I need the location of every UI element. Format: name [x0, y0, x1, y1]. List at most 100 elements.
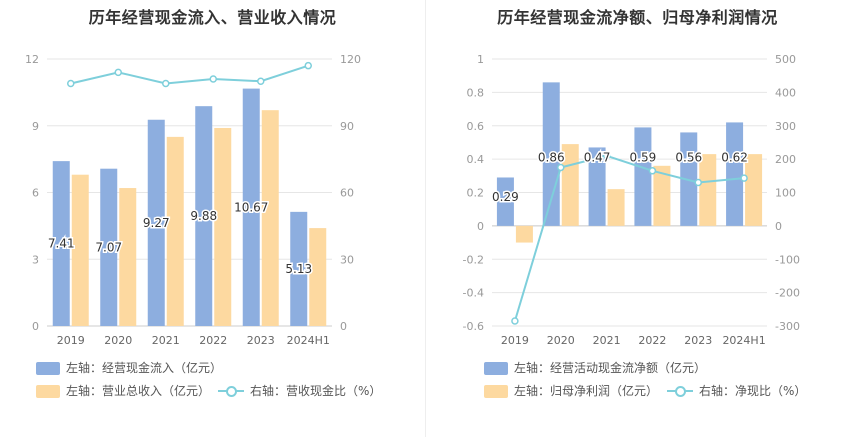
x-tick-label: 2022 [638, 334, 666, 347]
bar-value-label: 0.62 [721, 150, 748, 164]
legend-swatch-blue [484, 361, 508, 375]
bar-value-label: 0.86 [538, 150, 565, 164]
y-left-tick-label: 0 [477, 220, 484, 233]
legend-item-net-cash-ratio[interactable]: 右轴：净现比（%） [667, 383, 806, 399]
y-right-tick-label: 0 [340, 320, 347, 333]
ratio-point [114, 68, 122, 77]
y-right-tick-label: -100 [775, 253, 800, 266]
ratio-line [513, 154, 745, 322]
y-right-tick-label: 200 [775, 153, 796, 166]
legend-swatch-orange [36, 384, 60, 398]
y-left-tick-label: 0.8 [467, 86, 485, 99]
bar-primary [242, 88, 260, 326]
bar-value-label: 9.88 [190, 209, 217, 223]
y-right-tick-label: 0 [775, 220, 782, 233]
legend-label: 左轴：营业总收入（亿元） [66, 384, 211, 398]
chart-panel-right: 历年经营现金流净额、归母净利润情况 -0.6 -0.4 -0.2 0 0.2 0.4 0.6… [425, 0, 850, 437]
ratio-point [209, 75, 217, 83]
chart-panel-left: 历年经营现金流入、营业收入情况 0 3 6 9 12 0 30 60 90 120 2019 2020… [25, 8, 381, 399]
legend-item-cash-inflow[interactable]: 左轴：经营现金流入（亿元） [36, 360, 222, 376]
legend-label: 左轴：经营现金流入（亿元） [66, 361, 223, 375]
x-tick-label: 2024H1 [287, 334, 330, 347]
bar-primary [588, 147, 606, 226]
bar-secondary [119, 188, 137, 326]
ratio-point [557, 163, 565, 172]
x-tick-label: 2021 [593, 334, 621, 347]
x-tick-label: 2019 [57, 334, 85, 347]
y-left-tick-label: -0.4 [463, 287, 484, 300]
ratio-point [602, 152, 611, 160]
y-right-tick-label: 30 [340, 253, 354, 266]
chart-title: 历年经营现金流入、营业收入情况 [88, 8, 337, 27]
legend-item-revenue-cash-ratio[interactable]: 右轴：营收现金比（%） [218, 383, 381, 399]
x-tick-label: 2023 [684, 334, 712, 347]
ratio-point [694, 178, 702, 187]
ratio-point [304, 61, 312, 70]
ratio-point [162, 79, 170, 88]
y-right-tick-label: 300 [775, 120, 796, 133]
bar-secondary [515, 225, 533, 243]
legend-item-net-cash-flow[interactable]: 左轴：经营活动现金流净额（亿元） [484, 360, 706, 376]
x-tick-label: 2022 [199, 334, 227, 347]
y-left-tick-label: -0.6 [463, 320, 484, 333]
bar-value-label: 7.41 [48, 237, 75, 251]
legend-label: 左轴：经营活动现金流净额（亿元） [514, 361, 707, 375]
bar-secondary [653, 165, 671, 226]
legend-label: 右轴：净现比（%） [699, 384, 807, 398]
ratio-point [67, 79, 75, 88]
bar-value-label: 5.13 [285, 262, 312, 276]
y-right-tick-label: 500 [775, 53, 796, 66]
ratio-point [257, 77, 265, 85]
bar-primary [726, 122, 744, 226]
bar-primary [100, 168, 118, 326]
legend-item-net-profit[interactable]: 左轴：归母净利润（亿元） [484, 383, 658, 399]
legend-item-revenue[interactable]: 左轴：营业总收入（亿元） [36, 383, 210, 399]
x-tick-label: 2019 [501, 334, 529, 347]
y-right-tick-label: 120 [340, 53, 361, 66]
legend-swatch-line [218, 384, 244, 398]
bar-secondary [745, 154, 763, 226]
bar-secondary [309, 228, 327, 326]
bar-secondary [607, 189, 625, 226]
chart-title: 历年经营现金流净额、归母净利润情况 [497, 8, 778, 27]
bar-value-label: 7.07 [95, 240, 122, 254]
y-left-tick-label: 0.4 [467, 153, 485, 166]
bar-value-label: 9.27 [143, 216, 170, 230]
y-left-tick-label: 6 [32, 187, 39, 200]
bar-primary [52, 161, 70, 326]
x-tick-label: 2021 [152, 334, 180, 347]
y-left-tick-label: 0.6 [467, 120, 485, 133]
bar-primary [496, 177, 514, 226]
y-left-tick-label: -0.2 [463, 253, 484, 266]
y-right-tick-label: 90 [340, 120, 354, 133]
bar-primary [147, 119, 165, 327]
legend-label: 左轴：归母净利润（亿元） [514, 384, 659, 398]
bar-primary [290, 211, 308, 326]
bar-primary [634, 127, 652, 226]
bar-value-label: 0.56 [675, 150, 702, 164]
x-tick-label: 2020 [547, 334, 575, 347]
ratio-line [70, 64, 309, 85]
ratio-point [511, 317, 519, 325]
bar-secondary [166, 136, 184, 326]
y-left-tick-label: 0 [32, 320, 39, 333]
bar-value-label: 0.47 [584, 150, 611, 164]
y-left-tick-label: 3 [32, 253, 39, 266]
y-right-tick-label: -300 [775, 320, 800, 333]
bar-primary [195, 106, 213, 326]
bar-value-label: 0.59 [630, 150, 657, 164]
ratio-point [740, 174, 748, 182]
x-tick-label: 2020 [104, 334, 132, 347]
x-tick-label: 2024H1 [722, 334, 765, 347]
y-right-tick-label: 60 [340, 187, 354, 200]
y-left-tick-label: 12 [25, 53, 39, 66]
ratio-point [648, 167, 657, 175]
y-right-tick-label: -200 [775, 287, 800, 300]
y-left-tick-label: 9 [32, 120, 39, 133]
legend-swatch-orange [484, 384, 508, 398]
x-tick-label: 2023 [247, 334, 275, 347]
chart-plot-right: -0.6 -0.4 -0.2 0 0.2 0.4 0.6 0.8 1 -300 -200 -100 0 1… [463, 53, 800, 347]
bar-secondary [214, 127, 232, 326]
bar-value-label: 10.67 [234, 200, 268, 214]
bar-value-label: 0.29 [492, 190, 519, 204]
